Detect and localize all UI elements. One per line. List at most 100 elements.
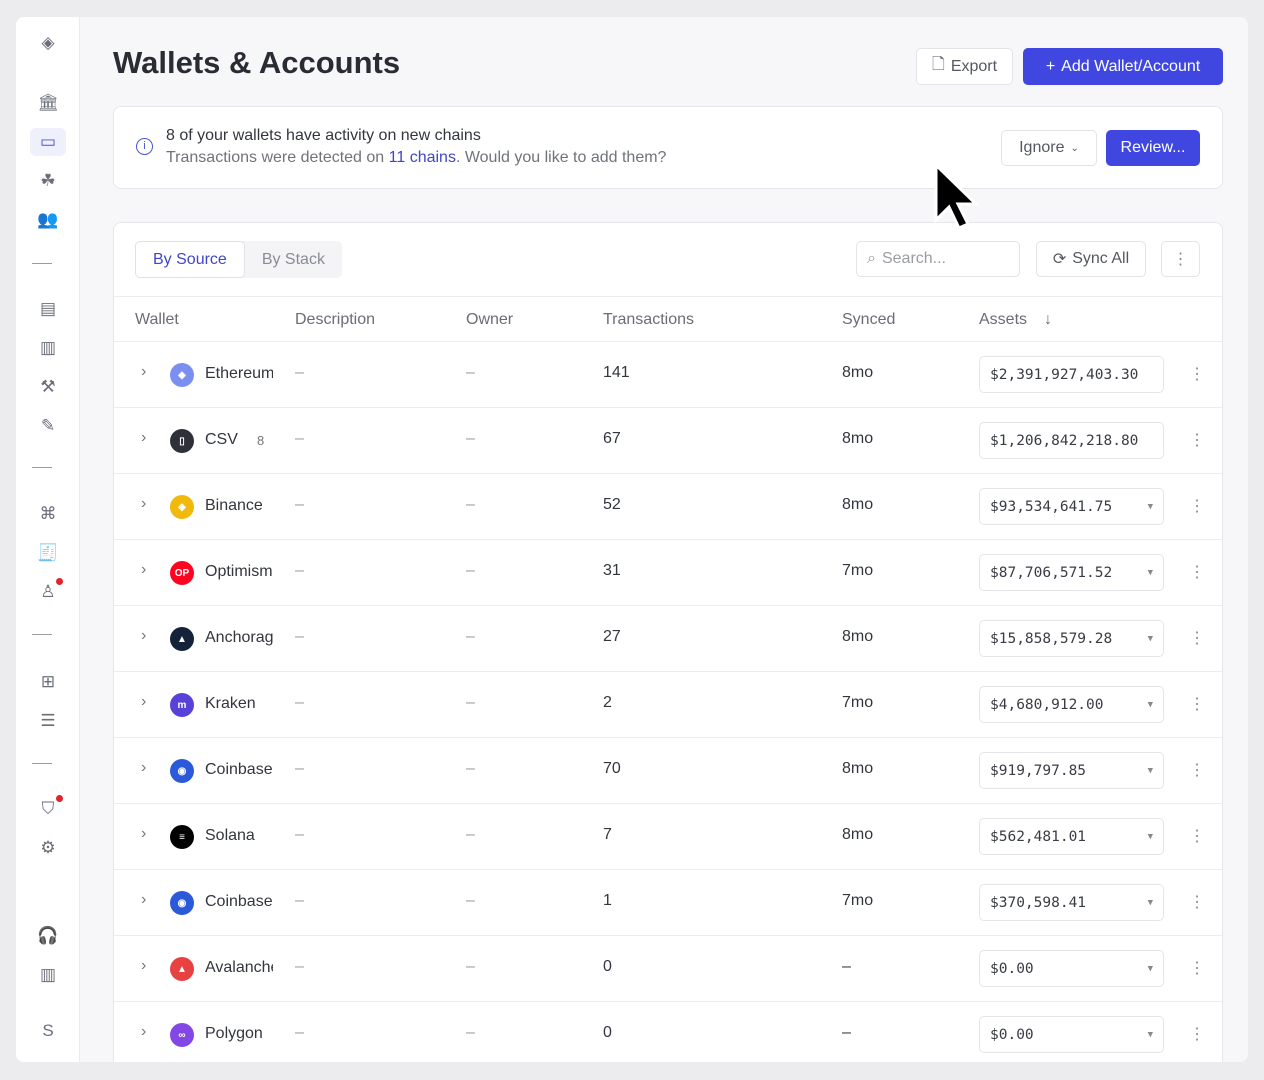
row-more-icon[interactable]: ⋮ [1189,762,1205,779]
wallet-name[interactable]: Solana [205,827,255,844]
sync-all-button[interactable]: ⟳ Sync All [1036,241,1146,277]
search-input[interactable]: ⌕ Search... [856,241,1020,277]
col-wallet[interactable]: Wallet [135,311,179,328]
wallet-name[interactable]: CSV [205,431,238,448]
wallet-name[interactable]: Kraken [205,695,256,712]
table-row[interactable]: › ≡ Solana – – 7 8mo $562,481.01 ▼ ⋮ [114,804,1222,870]
expand-chevron-icon[interactable]: › [141,495,147,512]
assets-value-dropdown[interactable]: $93,534,641.75 ▼ [979,488,1164,525]
synced-cell: 7mo [842,694,874,711]
transactions-cell: 27 [603,628,621,645]
refresh-icon: ⟳ [1052,251,1067,268]
review-button[interactable]: Review... [1106,130,1200,166]
expand-chevron-icon[interactable]: › [141,1023,147,1040]
sidebar-item-contacts[interactable]: 👥 [30,206,66,234]
wallet-name[interactable]: Ethereum [205,365,273,382]
wallet-name[interactable]: Avalanche [205,959,273,976]
table-row[interactable]: › ▯ CSV 8 – – 67 8mo $1,206,842,218.80 ⋮ [114,408,1222,474]
expand-chevron-icon[interactable]: › [141,363,147,380]
table-row[interactable]: › ◈ Binance – – 52 8mo $93,534,641.75 ▼ ⋮ [114,474,1222,540]
expand-chevron-icon[interactable]: › [141,627,147,644]
ignore-label: Ignore [1019,139,1065,156]
assets-value-dropdown[interactable]: $15,858,579.28 ▼ [979,620,1164,657]
assets-value-dropdown[interactable]: $919,797.85 ▼ [979,752,1164,789]
expand-chevron-icon[interactable]: › [141,561,147,578]
sort-desc-icon[interactable]: ↓ [1044,311,1052,328]
ledger-icon: ▤ [39,299,57,318]
sidebar-item-stamp[interactable]: ♙ [30,578,66,606]
synced-cell: 8mo [842,430,874,447]
add-wallet-button[interactable]: + Add Wallet/Account [1023,48,1223,85]
assets-value-dropdown[interactable]: $370,598.41 ▼ [979,884,1164,921]
assets-value-dropdown[interactable]: $4,680,912.00 ▼ [979,686,1164,723]
table-row[interactable]: › ∞ Polygon – – 0 – $0.00 ▼ ⋮ [114,1002,1222,1062]
sidebar-item-network[interactable]: ☘ [30,167,66,195]
sidebar-item-magic[interactable]: ⚒ [30,373,66,401]
expand-chevron-icon[interactable]: › [141,891,147,908]
row-more-icon[interactable]: ⋮ [1189,564,1205,581]
expand-chevron-icon[interactable]: › [141,759,147,776]
sidebar-item-reports[interactable]: ▥ [30,334,66,362]
assets-value-dropdown[interactable]: $2,391,927,403.30 [979,356,1164,393]
wallet-name[interactable]: Optimism [205,563,273,580]
sidebar-item-rows[interactable]: ☰ [30,707,66,735]
wallet-name[interactable]: Binance [205,497,263,514]
network-icon: ☘ [40,171,56,190]
wallet-name[interactable]: Coinbase [205,761,273,778]
col-description[interactable]: Description [295,311,376,328]
assets-value-dropdown[interactable]: $0.00 ▼ [979,950,1164,987]
chains-link[interactable]: 11 chains [388,149,456,166]
wallet-name[interactable]: Polygon [205,1025,263,1042]
expand-chevron-icon[interactable]: › [141,825,147,842]
tab-by-stack[interactable]: By Stack [261,250,325,268]
user-avatar[interactable]: S [42,1021,54,1040]
row-more-icon[interactable]: ⋮ [1189,1026,1205,1043]
assets-value-dropdown[interactable]: $87,706,571.52 ▼ [979,554,1164,591]
col-transactions[interactable]: Transactions [603,311,694,328]
table-row[interactable]: › m Kraken – – 2 7mo $4,680,912.00 ▼ ⋮ [114,672,1222,738]
table-row[interactable]: › ◉ Coinbase – – 1 7mo $370,598.41 ▼ ⋮ [114,870,1222,936]
sidebar-item-reports-alt[interactable]: ▥ [30,961,66,989]
row-more-icon[interactable]: ⋮ [1189,894,1205,911]
sidebar-item-shield-chat[interactable]: ⛉ [30,795,66,823]
assets-value-dropdown[interactable]: $562,481.01 ▼ [979,818,1164,855]
sidebar-item-bank[interactable]: 🏛 [30,89,66,117]
row-more-icon[interactable]: ⋮ [1189,432,1205,449]
sidebar-item-edit-doc[interactable]: ✎ [30,412,66,440]
caret-down-icon: ▼ [1147,567,1153,578]
sidebar-item-support[interactable]: 🎧 [30,922,66,950]
more-options-button[interactable]: ⋮ [1161,241,1200,277]
row-more-icon[interactable]: ⋮ [1189,828,1205,845]
assets-value-dropdown[interactable]: $1,206,842,218.80 [979,422,1164,459]
ignore-dropdown[interactable]: Ignore ⌄ [1001,130,1097,166]
tab-by-source[interactable]: By Source [135,241,245,278]
expand-chevron-icon[interactable]: › [141,957,147,974]
row-more-icon[interactable]: ⋮ [1189,696,1205,713]
row-more-icon[interactable]: ⋮ [1189,498,1205,515]
sidebar-item-receipt[interactable]: 🧾 [30,539,66,567]
expand-chevron-icon[interactable]: › [141,429,147,446]
table-row[interactable]: › ◆ Ethereum – – 141 8mo $2,391,927,403.… [114,342,1222,408]
sidebar-item-transfers[interactable]: ⌘ [30,500,66,528]
notification-dot [56,795,63,802]
sidebar-item-settings[interactable]: ⚙ [30,834,66,862]
sidebar-item-table[interactable]: ⊞ [30,668,66,696]
wallet-name[interactable]: Coinbase [205,893,273,910]
row-more-icon[interactable]: ⋮ [1189,366,1205,383]
row-more-icon[interactable]: ⋮ [1189,630,1205,647]
row-more-icon[interactable]: ⋮ [1189,960,1205,977]
assets-value-dropdown[interactable]: $0.00 ▼ [979,1016,1164,1053]
expand-chevron-icon[interactable]: › [141,693,147,710]
table-row[interactable]: › OP Optimism – – 31 7mo $87,706,571.52 ▼… [114,540,1222,606]
col-assets[interactable]: Assets [979,311,1028,328]
table-row[interactable]: › ▲ Anchorage – – 27 8mo $15,858,579.28 ▼… [114,606,1222,672]
table-row[interactable]: › ▲ Avalanche – – 0 – $0.00 ▼ ⋮ [114,936,1222,1002]
wallet-name[interactable]: Anchorage [205,629,273,646]
col-synced[interactable]: Synced [842,311,896,328]
table-row[interactable]: › ◉ Coinbase – – 70 8mo $919,797.85 ▼ ⋮ [114,738,1222,804]
export-button[interactable]: 🗋 Export [916,48,1013,85]
col-owner[interactable]: Owner [466,311,514,328]
sidebar-item-ledger[interactable]: ▤ [30,295,66,323]
sidebar-item-logo[interactable]: ◈ [30,29,66,57]
sidebar-item-wallets[interactable]: ▭ [30,128,66,156]
